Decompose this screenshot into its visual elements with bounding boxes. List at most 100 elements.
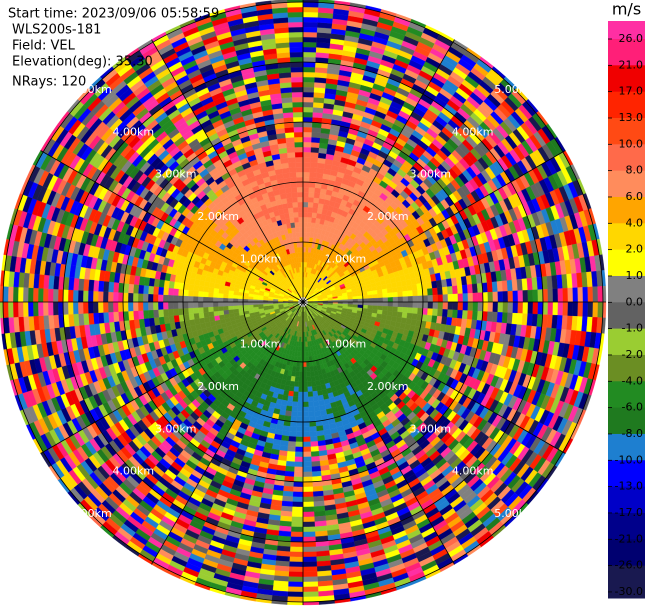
radar-cell xyxy=(457,309,463,319)
radar-cell xyxy=(457,285,463,295)
radar-cell xyxy=(417,307,423,315)
radar-cell xyxy=(497,301,504,313)
radar-cell xyxy=(547,288,554,303)
radar-cell xyxy=(288,561,304,568)
radar-cell xyxy=(537,289,544,303)
radar-cell xyxy=(287,596,304,603)
radar-cell xyxy=(452,309,458,319)
radar-cell xyxy=(427,295,434,303)
radar-cell xyxy=(396,311,403,318)
radar-cell xyxy=(407,296,414,303)
radar-cell xyxy=(512,290,519,303)
radar-cell xyxy=(302,481,313,488)
radar-cell xyxy=(302,176,310,183)
radar-cell xyxy=(291,401,298,408)
radar-cell xyxy=(293,381,299,388)
radar-cell xyxy=(436,315,443,325)
radar-cell xyxy=(302,81,315,88)
radar-cell xyxy=(402,290,409,297)
radar-cell xyxy=(295,371,300,378)
radar-cell xyxy=(486,281,493,293)
radar-cell xyxy=(296,411,304,418)
radar-cell xyxy=(302,426,310,433)
radar-cell xyxy=(511,312,518,325)
radar-cell xyxy=(401,285,408,292)
radar-cell xyxy=(412,295,419,303)
radar-cell xyxy=(417,289,423,297)
radar-cell xyxy=(401,312,408,319)
radar-cell xyxy=(309,162,318,168)
radar-cell xyxy=(302,536,316,543)
radar-cell xyxy=(307,396,314,403)
radar-cell xyxy=(307,216,313,223)
radar-cell xyxy=(298,381,304,388)
radar-cell xyxy=(302,21,318,28)
radar-cell xyxy=(293,481,304,488)
radar-cell xyxy=(391,286,398,293)
radar-cell xyxy=(302,396,309,403)
radar-cell xyxy=(307,381,313,388)
radar-cell xyxy=(477,301,484,312)
radar-cell xyxy=(392,291,399,298)
radar-cell xyxy=(310,441,319,447)
radar-cell xyxy=(542,301,549,315)
radar-cell xyxy=(437,294,444,303)
radar-cell xyxy=(411,313,418,321)
radar-cell xyxy=(397,301,404,308)
radar-cell xyxy=(527,289,534,303)
radar-cell xyxy=(314,187,322,194)
radar-cell xyxy=(302,476,313,483)
radar-cell xyxy=(294,456,304,463)
radar-cell xyxy=(597,286,604,303)
radar-cell xyxy=(312,390,319,397)
radar-cell xyxy=(302,61,316,68)
radar-cell xyxy=(411,283,418,291)
radar-cell xyxy=(532,301,539,315)
radar-cell xyxy=(572,301,579,317)
radar-cell xyxy=(302,466,313,473)
radar-cell xyxy=(292,491,304,498)
radar-cell xyxy=(402,296,409,303)
radar-cell xyxy=(295,366,300,373)
radar-cell xyxy=(302,441,311,448)
radar-cell xyxy=(290,411,298,417)
radar-cell xyxy=(367,298,374,303)
radar-cell xyxy=(382,306,389,312)
radar-cell xyxy=(567,287,574,303)
radar-cell xyxy=(447,286,453,295)
radar-cell xyxy=(290,526,304,533)
radar-cell xyxy=(302,71,316,78)
radar-cell xyxy=(279,515,292,522)
radar-cell xyxy=(302,246,307,253)
radar-cell xyxy=(311,132,321,139)
radar-cell xyxy=(279,520,292,527)
radar-cell xyxy=(299,361,304,368)
radar-cell xyxy=(314,520,327,527)
radar-cell xyxy=(302,516,315,523)
radar-cell xyxy=(386,287,393,294)
radar-cell xyxy=(298,386,304,393)
radar-cell xyxy=(412,289,418,297)
radar-cell xyxy=(285,460,295,467)
radar-cell xyxy=(496,312,503,324)
radar-cell xyxy=(482,292,489,303)
radar-cell xyxy=(313,500,325,507)
radar-cell xyxy=(308,187,316,193)
radar-cell xyxy=(302,111,314,118)
radar-cell xyxy=(302,46,317,53)
radar-cell xyxy=(487,301,494,313)
radar-cell xyxy=(312,202,319,209)
radar-cell xyxy=(302,131,313,138)
radar-cell xyxy=(299,356,304,363)
radar-cell xyxy=(310,157,319,163)
radar-cell xyxy=(392,296,399,303)
radar-cell xyxy=(311,465,321,472)
radar-cell xyxy=(442,294,449,303)
radar-cell xyxy=(521,278,528,291)
radar-cell xyxy=(310,446,319,452)
radar-cell xyxy=(427,308,433,316)
radar-cell xyxy=(507,301,514,314)
radar-cell xyxy=(311,385,318,392)
radar-cell xyxy=(302,141,312,148)
radar-cell xyxy=(305,356,310,363)
